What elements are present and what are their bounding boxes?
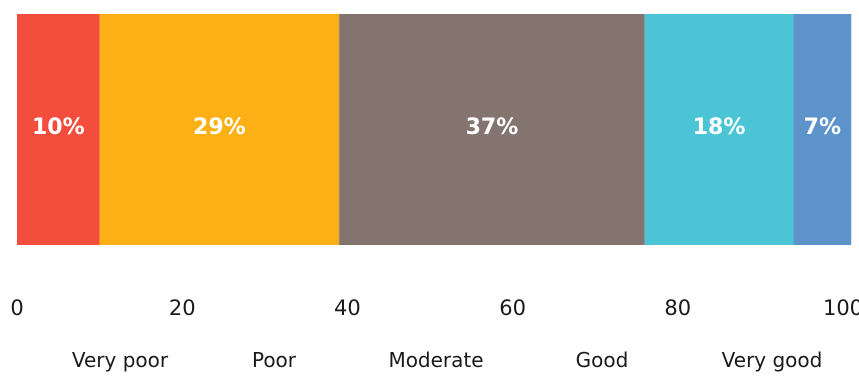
data-label-very-good: 7% bbox=[804, 115, 841, 140]
x-tick-label: 0 bbox=[10, 296, 23, 320]
bar-segment-moderate bbox=[339, 14, 645, 245]
data-label-good: 18% bbox=[693, 115, 746, 140]
legend-entry-moderate: Moderate bbox=[388, 348, 483, 372]
data-label-moderate: 37% bbox=[466, 115, 519, 140]
stacked-bar: 10% 29% 37% 18% 7% bbox=[17, 14, 852, 245]
x-tick-label: 100 bbox=[823, 296, 859, 320]
legend-entry-poor: Poor bbox=[252, 348, 297, 372]
bar-segment-very-poor bbox=[17, 14, 100, 245]
legend: Very poor Poor Moderate Good Very good bbox=[72, 348, 822, 372]
x-tick-label: 60 bbox=[499, 296, 526, 320]
legend-entry-very-good: Very good bbox=[722, 348, 823, 372]
x-tick-label: 80 bbox=[664, 296, 691, 320]
legend-entry-good: Good bbox=[576, 348, 629, 372]
bar-segment-very-good bbox=[793, 14, 852, 245]
data-label-very-poor: 10% bbox=[32, 115, 85, 140]
bar-segment-poor bbox=[99, 14, 340, 245]
legend-entry-very-poor: Very poor bbox=[72, 348, 169, 372]
x-axis-ticks: 0 20 40 60 80 100 bbox=[10, 296, 859, 320]
data-label-poor: 29% bbox=[193, 115, 246, 140]
x-tick-label: 40 bbox=[334, 296, 361, 320]
x-tick-label: 20 bbox=[169, 296, 196, 320]
bar-segment-good bbox=[644, 14, 794, 245]
